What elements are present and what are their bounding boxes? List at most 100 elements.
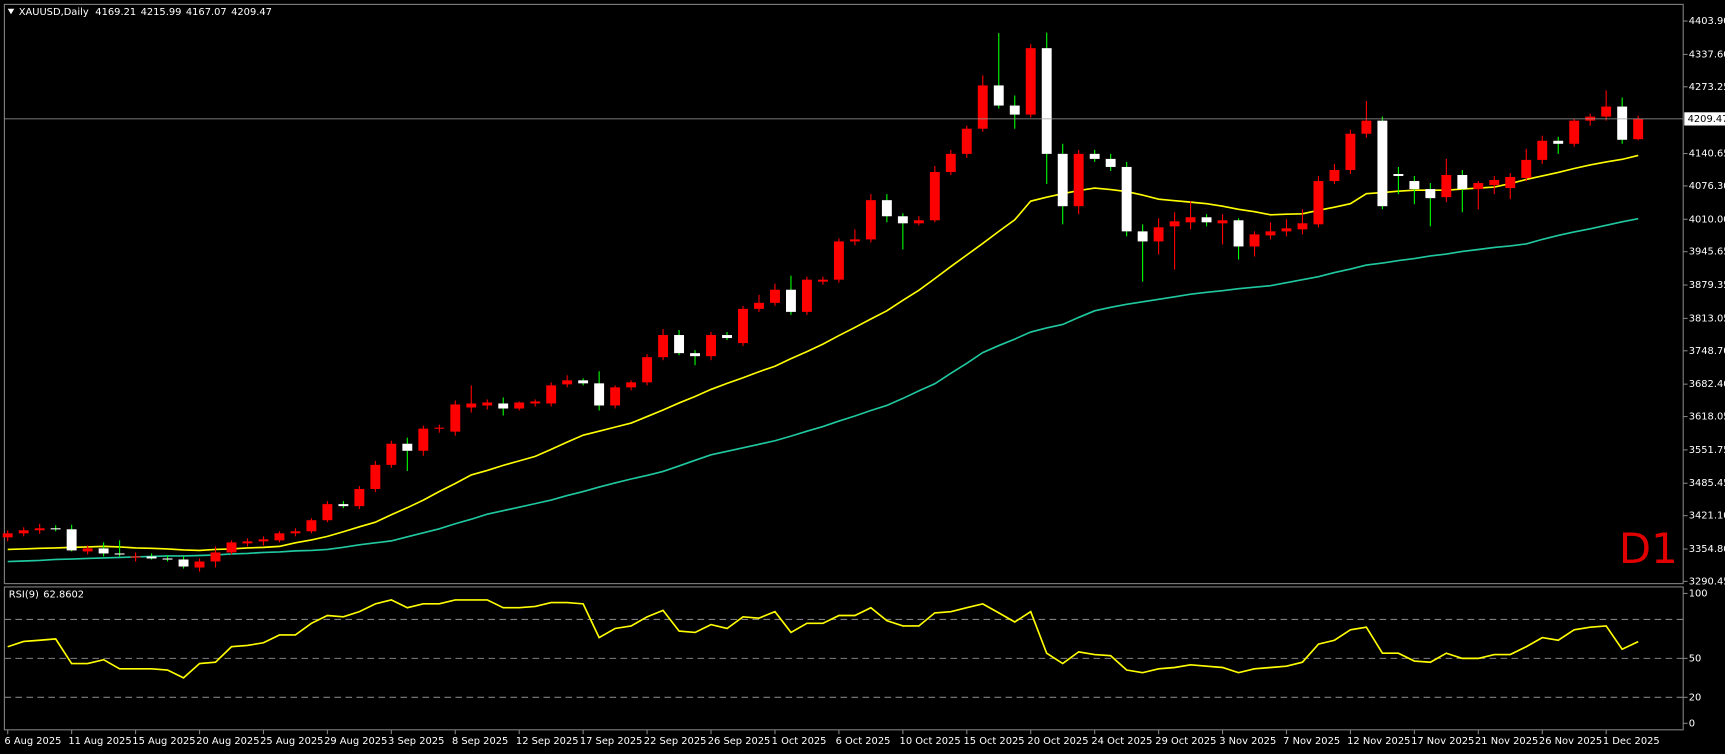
x-tick-label: 29 Oct 2025 — [1155, 736, 1216, 747]
candle-body — [1121, 166, 1132, 232]
header: XAUUSD,Daily 4169.21 4215.99 4167.07 4209.47 — [19, 7, 272, 18]
rsi-title: RSI(9) — [9, 590, 39, 601]
candle-body — [1249, 234, 1260, 247]
x-tick-label: 20 Oct 2025 — [1027, 736, 1088, 747]
candle-body — [1425, 189, 1436, 199]
price-tag-label: 4209.47 — [1688, 114, 1725, 125]
candle-body — [1025, 48, 1036, 115]
candle-body — [562, 380, 573, 385]
x-tick-label: 15 Oct 2025 — [963, 736, 1024, 747]
timeframe-label: D1 — [1619, 524, 1678, 573]
candle-body — [897, 216, 908, 224]
x-tick-label: 26 Sep 2025 — [708, 736, 771, 747]
menu-arrow[interactable] — [7, 8, 15, 15]
header-open: 4169.21 — [95, 7, 136, 18]
candle-body — [1409, 181, 1420, 190]
candle-body — [770, 289, 780, 303]
candle-body — [1457, 174, 1468, 190]
candle-body — [1633, 118, 1644, 140]
candle-body — [1313, 181, 1324, 225]
candle-body — [34, 528, 45, 531]
moving-average — [7, 154, 1639, 552]
y-tick-label: 4273.25 — [1689, 82, 1725, 93]
y-tick-label: 3290.45 — [1689, 576, 1725, 587]
candle-body — [210, 552, 221, 562]
rsi-current: 62.8602 — [43, 590, 84, 601]
candle-body — [274, 533, 285, 541]
candle-body — [1281, 228, 1292, 232]
candle-body — [338, 504, 349, 507]
candle-body — [1297, 223, 1308, 230]
candle-body — [1361, 120, 1372, 134]
x-tick-label: 15 Aug 2025 — [132, 736, 195, 747]
candle-body — [322, 504, 333, 521]
x-tick-label: 10 Oct 2025 — [900, 736, 961, 747]
symbol-title: XAUUSD,Daily — [19, 7, 89, 18]
candle-body — [66, 529, 77, 551]
candle-body — [706, 335, 716, 357]
y-tick-label: 3945.65 — [1689, 247, 1725, 258]
y-tick-label: 3813.05 — [1689, 313, 1725, 324]
candle-body — [130, 556, 141, 558]
x-tick-label: 6 Oct 2025 — [836, 736, 891, 747]
candle-body — [418, 428, 429, 451]
candle-body — [594, 383, 605, 406]
candle-body — [1505, 177, 1516, 189]
candle-body — [194, 561, 205, 568]
candle-body — [498, 403, 509, 409]
x-tick-label: 17 Sep 2025 — [580, 736, 643, 747]
x-tick-label: 1 Oct 2025 — [772, 736, 827, 747]
candle-body — [1169, 221, 1180, 227]
y-tick-label: 3748.70 — [1689, 346, 1725, 357]
rsi-line — [7, 599, 1639, 679]
candle-body — [450, 404, 461, 432]
y-tick-label: 3682.40 — [1689, 379, 1725, 390]
candle-body — [514, 402, 525, 409]
candle-body — [1441, 174, 1452, 198]
header-high: 4215.99 — [141, 7, 182, 18]
candle-body — [1521, 159, 1532, 179]
y-tick-label: 3879.35 — [1689, 280, 1725, 291]
candle-body — [114, 553, 125, 555]
candle-body — [642, 357, 653, 383]
candle-body — [674, 335, 685, 354]
header-low: 4167.07 — [186, 7, 227, 18]
candle-body — [786, 289, 796, 312]
candle-body — [1089, 153, 1100, 159]
header-close: 4209.47 — [231, 7, 272, 18]
y-tick-label: 3421.10 — [1689, 511, 1725, 522]
candle-body — [178, 559, 189, 567]
candle-body — [1041, 48, 1052, 154]
candle-body — [833, 241, 844, 280]
candle-body — [961, 128, 972, 154]
candle-body — [754, 302, 764, 309]
candle-body — [1057, 153, 1068, 207]
candle-body — [801, 279, 812, 312]
candle-body — [1393, 173, 1404, 177]
x-tick-label: 21 Nov 2025 — [1475, 736, 1538, 747]
candle-body — [1185, 217, 1196, 223]
x-tick-label: 12 Nov 2025 — [1347, 736, 1410, 747]
y-tick-label: 3618.05 — [1689, 412, 1725, 423]
candle-body — [1137, 231, 1148, 242]
candle-body — [434, 427, 445, 429]
candle-body — [530, 401, 541, 404]
candle-body — [1473, 183, 1484, 190]
y-tick-label: 20 — [1689, 692, 1702, 703]
candle-body — [977, 85, 988, 129]
candle-body — [146, 556, 157, 559]
y-tick-label: 100 — [1689, 588, 1708, 599]
candle-body — [849, 239, 860, 242]
y-tick-label: 50 — [1689, 653, 1702, 664]
x-tick-label: 22 Sep 2025 — [644, 736, 707, 747]
candle-body — [402, 443, 413, 451]
price-panel — [3, 3, 1684, 585]
x-tick-label: 26 Nov 2025 — [1539, 736, 1602, 747]
candle-body — [690, 353, 701, 357]
candle-body — [1009, 105, 1020, 115]
candle-body — [610, 387, 621, 406]
x-tick-label: 12 Sep 2025 — [516, 736, 579, 747]
x-tick-label: 20 Aug 2025 — [196, 736, 259, 747]
